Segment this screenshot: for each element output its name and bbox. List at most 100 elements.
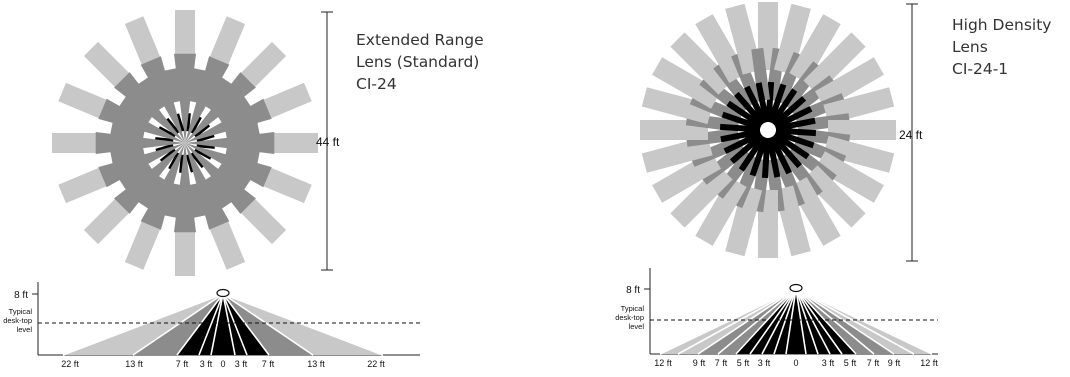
middle-zone-ray	[793, 93, 847, 125]
inner-zone-ray	[775, 117, 816, 132]
outer-zone-ray	[83, 41, 130, 88]
inner-zone-ray	[720, 128, 761, 143]
outer-zone-ray	[124, 220, 161, 270]
middle-zone-ray	[781, 150, 823, 199]
outer-zone-ray	[652, 151, 721, 203]
center-spoke	[174, 143, 196, 233]
overall-dimension-label: 24 ft	[899, 128, 923, 142]
outer-zone-ray	[175, 10, 195, 55]
middle-zone-ray	[119, 161, 154, 190]
inner-zone-ray	[755, 82, 770, 123]
outer-zone-ray	[262, 167, 312, 204]
ground-distance-label: 3 ft	[200, 359, 213, 369]
zone-separator	[795, 288, 915, 355]
inner-zone-wedge	[736, 289, 856, 354]
zone-separator	[222, 293, 248, 356]
inner-zone-ray	[773, 106, 813, 130]
outer-zone-ray	[262, 82, 312, 119]
title-line: Lens (Standard)	[356, 53, 480, 71]
zone-separator	[210, 293, 224, 356]
middle-zone-ray	[731, 51, 763, 105]
center-spoke	[114, 143, 185, 214]
center-spoke	[185, 56, 230, 143]
desk-level-label: Typical	[621, 304, 645, 313]
zone-separator	[62, 293, 224, 356]
inner-zone-ray	[766, 137, 781, 178]
title-line: CI-24	[356, 75, 397, 93]
middle-zone-ray	[689, 135, 743, 167]
ground-distance-label: 0	[793, 358, 798, 368]
middle-zone-ray	[110, 145, 145, 164]
ground-distance-label: 7 ft	[262, 359, 275, 369]
zone-separator	[222, 293, 270, 356]
ground-distance-label: 13 ft	[307, 359, 325, 369]
outer-zone-ray	[58, 82, 108, 119]
outer-zone-ray	[695, 177, 747, 246]
center-spoke	[185, 143, 256, 214]
overall-dimension-label: 44 ft	[316, 135, 340, 149]
coverage-pattern-top-view	[52, 10, 318, 276]
zone-separator	[222, 293, 314, 356]
zone-separator	[795, 288, 843, 355]
zone-separator	[198, 293, 224, 356]
outer-zone-ray	[823, 135, 895, 173]
inner-zone-ray	[721, 111, 762, 131]
middle-zone-ray	[187, 183, 206, 218]
center-spoke	[114, 72, 185, 143]
zone-separator	[749, 288, 797, 355]
zone-separator	[795, 288, 831, 355]
middle-zone-ray	[797, 113, 851, 132]
middle-zone-ray	[110, 122, 145, 141]
inner-zone-ray	[726, 100, 763, 128]
inner-zone-ray	[738, 135, 766, 172]
outer-zone-ray	[240, 198, 287, 245]
outer-zone-ray	[789, 177, 841, 246]
zone-separator	[795, 288, 933, 355]
ground-distance-label: 5 ft	[737, 358, 750, 368]
ground-distance-label: 22 ft	[61, 359, 79, 369]
inner-zone-ray	[768, 135, 792, 175]
middle-zone-ray	[713, 61, 755, 110]
ground-distance-label: 7 ft	[176, 359, 189, 369]
zone-separator	[717, 288, 797, 355]
middle-zone-ray	[773, 155, 805, 209]
center-spoke	[185, 143, 230, 230]
sensor-icon	[216, 288, 230, 298]
middle-zone-ray	[685, 128, 739, 147]
desk-level-label: desk-top	[615, 313, 644, 322]
zone-separator	[222, 293, 384, 356]
outer-zone-ray	[240, 41, 287, 88]
zone-separator	[773, 288, 797, 355]
inner-zone-ray	[770, 88, 798, 125]
middle-zone-ray	[788, 75, 837, 117]
center-spoke	[98, 98, 185, 143]
outer-zone-ray	[815, 151, 884, 203]
title-line: CI-24-1	[952, 60, 1009, 78]
center-spoke	[98, 143, 185, 188]
outer-zone-ray	[641, 87, 713, 125]
middle-zone-ray	[225, 122, 260, 141]
ground-distance-label: 5 ft	[844, 358, 857, 368]
ground-distance-label: 13 ft	[125, 359, 143, 369]
middle-zone-ray	[699, 143, 748, 185]
center-spoke	[140, 56, 185, 143]
outer-zone-ray	[83, 198, 130, 245]
center-spoke	[95, 132, 185, 154]
outer-zone-ray	[725, 185, 763, 257]
inner-zone-ray	[744, 85, 768, 125]
inner-zone-ray	[729, 133, 764, 164]
lens-title-high-density: High Density Lens CI-24-1	[952, 14, 1051, 80]
zone-separator	[761, 288, 797, 355]
inner-zone-ray	[767, 83, 787, 124]
inner-zone-wedge	[177, 294, 269, 355]
outer-zone-ray	[815, 57, 884, 109]
middle-zone-ray	[766, 159, 785, 213]
inner-zone-ray	[723, 130, 763, 154]
outer-zone-ray	[58, 167, 108, 204]
center-spoke	[174, 53, 196, 144]
center-spoke	[185, 72, 256, 143]
inner-zone-ray	[773, 132, 810, 160]
desk-level-label: Typical	[9, 307, 33, 316]
